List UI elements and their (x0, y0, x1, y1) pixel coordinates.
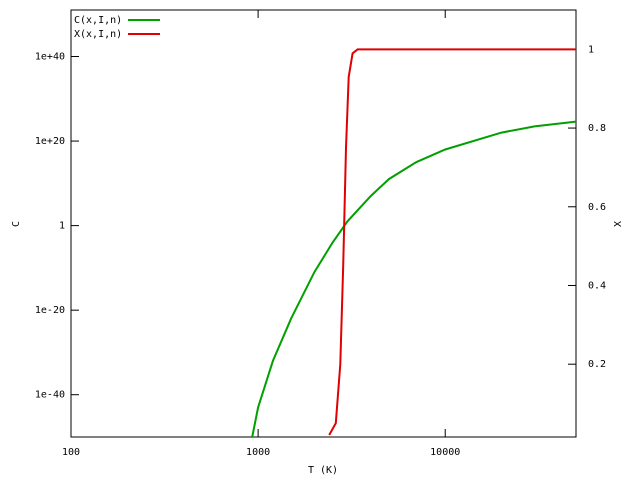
y2-axis-label: X (613, 221, 624, 227)
y2-tick-label: 0.2 (588, 359, 606, 370)
series-line (251, 120, 576, 437)
y2-tick-label: 0.8 (588, 123, 606, 134)
x-tick-label: 10000 (430, 447, 460, 458)
x-axis-label: T (K) (308, 465, 338, 476)
y-tick-label: 1e-20 (35, 305, 65, 316)
y2-tick-label: 0.6 (588, 202, 606, 213)
series-line (328, 48, 576, 436)
y2-tick-label: 0.4 (588, 280, 606, 291)
plot-frame (70, 9, 577, 438)
y-tick-label: 1 (59, 221, 65, 232)
y-tick-label: 1e+40 (35, 52, 65, 63)
y-axis-label: C (11, 221, 22, 227)
y-tick-label: 1e+20 (35, 136, 65, 147)
legend-label: X(x,I,n) (74, 29, 122, 40)
y2-tick-label: 1 (588, 44, 594, 55)
y-tick-label: 1e-40 (35, 390, 65, 401)
x-tick-label: 100 (62, 447, 80, 458)
legend-label: C(x,I,n) (74, 15, 122, 26)
x-tick-label: 1000 (246, 447, 270, 458)
